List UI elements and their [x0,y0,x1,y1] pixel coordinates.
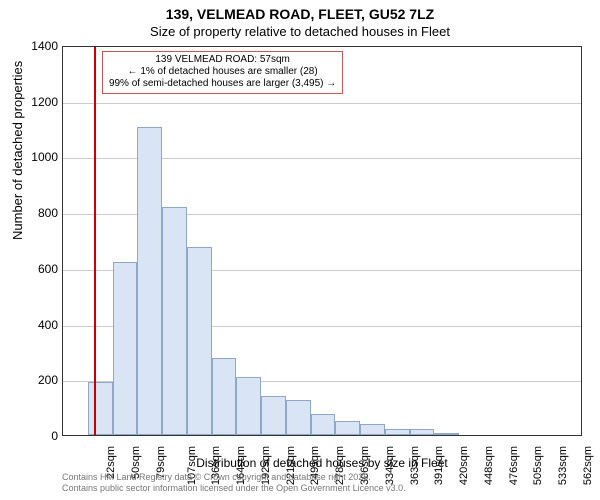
x-tick-label: 562sqm [582,446,594,485]
chart-title-line2: Size of property relative to detached ho… [0,24,600,39]
histogram-bar [137,127,162,435]
y-tick-label: 200 [8,373,58,387]
x-axis-label: Distribution of detached houses by size … [62,456,582,470]
footer-attribution: Contains HM Land Registry data © Crown c… [62,472,406,494]
chart-title-line1: 139, VELMEAD ROAD, FLEET, GU52 7LZ [0,6,600,22]
histogram-bar [335,421,360,435]
y-tick-label: 1400 [8,39,58,53]
histogram-bar [88,382,113,435]
plot-area: 139 VELMEAD ROAD: 57sqm← 1% of detached … [62,46,582,436]
annotation-box: 139 VELMEAD ROAD: 57sqm← 1% of detached … [102,51,343,94]
histogram-bar [360,424,385,435]
y-tick-label: 600 [8,262,58,276]
histogram-bar [212,358,237,435]
footer-line2: Contains public sector information licen… [62,483,406,494]
annotation-line: 139 VELMEAD ROAD: 57sqm [109,54,336,66]
chart-container: 139, VELMEAD ROAD, FLEET, GU52 7LZ Size … [0,0,600,500]
y-tick-label: 0 [8,429,58,443]
histogram-bar [410,429,435,435]
histogram-bar [434,433,459,435]
y-tick-label: 1200 [8,95,58,109]
histogram-bar [113,262,138,435]
annotation-line: 99% of semi-detached houses are larger (… [109,78,336,90]
y-tick-label: 1000 [8,150,58,164]
gridline [63,103,581,104]
footer-line1: Contains HM Land Registry data © Crown c… [62,472,406,483]
y-tick-label: 400 [8,318,58,332]
histogram-bar [385,429,410,435]
y-tick-label: 800 [8,206,58,220]
histogram-bar [261,396,286,435]
histogram-bar [286,400,311,435]
histogram-bar [187,247,212,435]
histogram-bar [311,414,336,435]
histogram-bar [162,207,187,435]
reference-line [94,47,96,435]
histogram-bar [236,377,261,436]
annotation-line: ← 1% of detached houses are smaller (28) [109,66,336,78]
